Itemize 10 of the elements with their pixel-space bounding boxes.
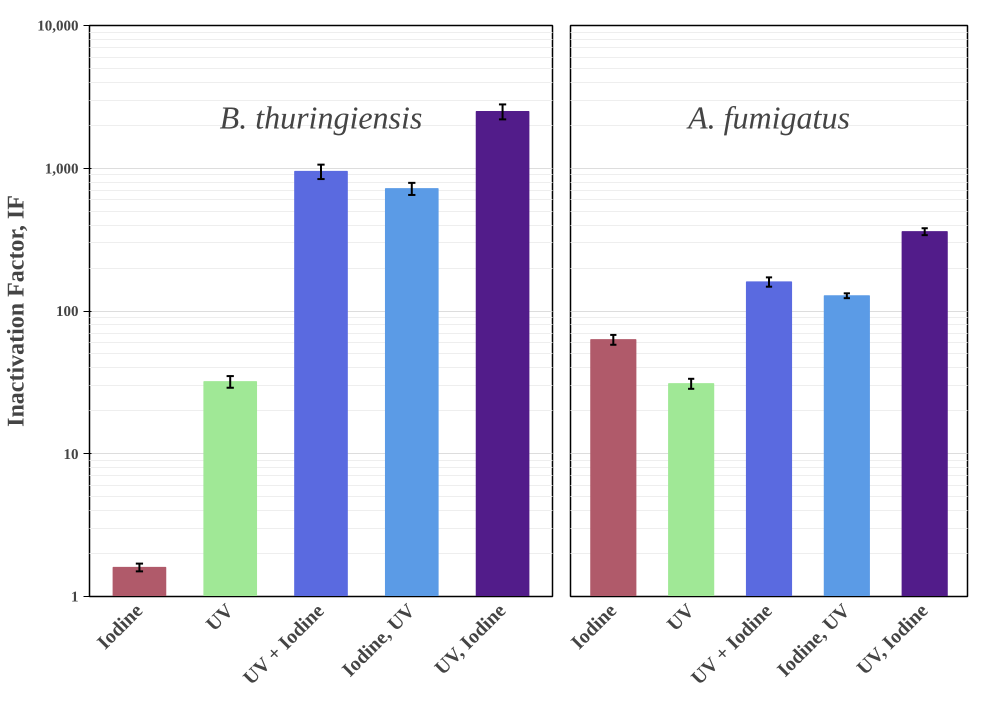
y-tick-label: 10,000	[37, 18, 78, 34]
y-axis-title: Inactivation Factor, IF	[3, 195, 30, 427]
y-tick-label: 10	[64, 446, 78, 463]
y-tick-label: 100	[56, 304, 78, 320]
text: A. fumigatus	[686, 99, 850, 136]
x-tick-label: UV	[202, 599, 238, 636]
y-tick-label: 1,000	[44, 161, 78, 178]
text: B. thuringiensis	[220, 99, 422, 136]
x-tick-label: UV	[662, 599, 700, 636]
y-tick-label: 1	[71, 590, 78, 606]
